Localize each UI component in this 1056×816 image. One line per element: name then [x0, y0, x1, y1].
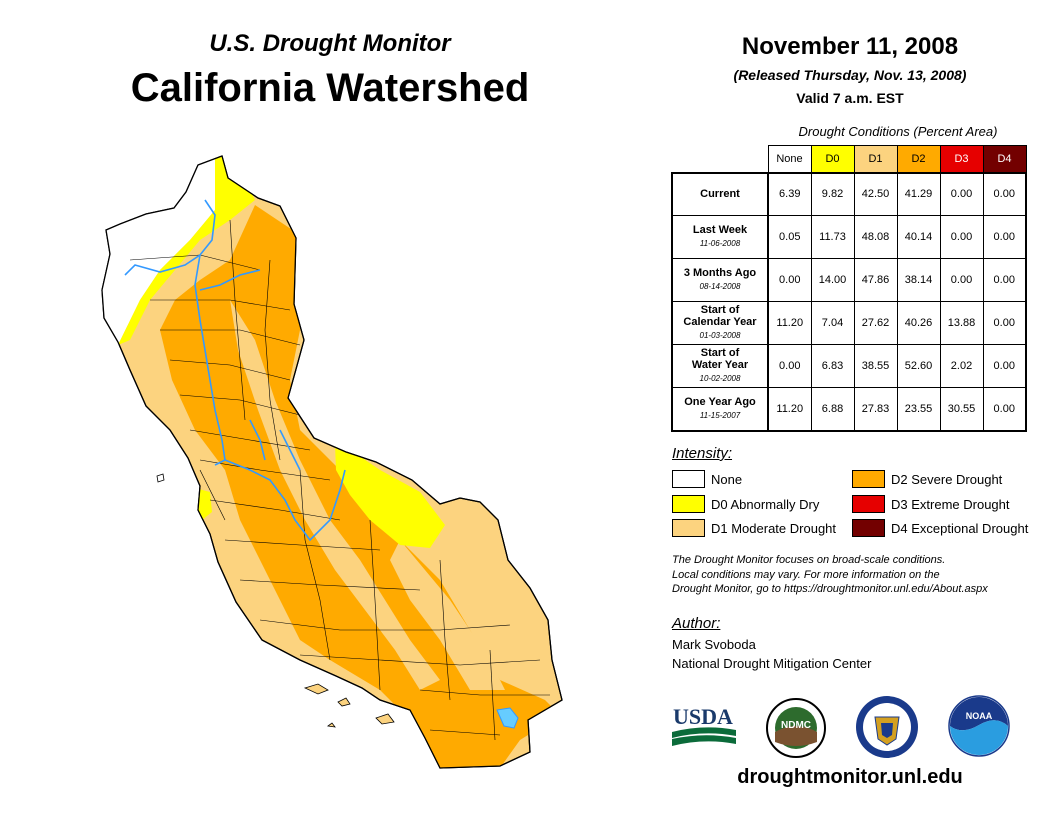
cell: 0.00	[982, 215, 1027, 259]
cell: 6.39	[767, 171, 812, 216]
legend-label: D4 Exceptional Drought	[891, 520, 1029, 536]
release-date: (Released Thursday, Nov. 13, 2008)	[733, 67, 967, 83]
cell: 6.88	[810, 387, 855, 432]
cell: 42.50	[853, 171, 898, 216]
cell: 40.26	[896, 301, 941, 345]
table-row: Start of Water Year 10-02-2008 0.00 6.83 3…	[671, 344, 1027, 388]
map-subtitle: U.S. Drought Monitor	[209, 30, 451, 57]
col-d3: D3	[939, 145, 984, 173]
legend-swatch	[672, 470, 705, 488]
row-label: 3 Months Ago 08-14-2008	[671, 258, 769, 302]
cell: 11.73	[810, 215, 855, 259]
cell: 9.82	[810, 171, 855, 216]
cell: 11.20	[767, 387, 812, 432]
legend-heading: Intensity:	[672, 445, 733, 462]
cell: 27.62	[853, 301, 898, 345]
cell: 7.04	[810, 301, 855, 345]
table-row: 3 Months Ago 08-14-2008 0.00 14.00 47.86 …	[671, 258, 1027, 302]
legend-item-d1: D1 Moderate Drought	[672, 519, 836, 537]
cell: 0.00	[939, 258, 984, 302]
cell: 30.55	[939, 387, 984, 432]
legend-item-d0: D0 Abnormally Dry	[672, 495, 819, 513]
legend-label: D0 Abnormally Dry	[711, 496, 820, 512]
cell: 41.29	[896, 171, 941, 216]
cell: 13.88	[939, 301, 984, 345]
cell: 11.20	[767, 301, 812, 345]
cell: 0.05	[767, 215, 812, 259]
row-label: Last Week 11-06-2008	[671, 215, 769, 259]
row-label: Start of Calendar Year 01-03-2008	[671, 301, 769, 345]
map-title: California Watershed	[130, 66, 530, 110]
cell: 14.00	[810, 258, 855, 302]
legend-item-d3: D3 Extreme Drought	[852, 495, 1010, 513]
legend-item-d2: D2 Severe Drought	[852, 470, 1002, 488]
table-row: One Year Ago 11-15-2007 11.20 6.88 27.83 …	[671, 387, 1027, 432]
legend-label: D3 Extreme Drought	[891, 496, 1010, 512]
legend-swatch	[672, 519, 705, 537]
row-label: One Year Ago 11-15-2007	[671, 387, 769, 432]
legend-swatch	[852, 519, 885, 537]
usda-logo: USDA	[672, 702, 736, 750]
disclaimer-note: The Drought Monitor focuses on broad-sca…	[672, 554, 988, 595]
table-header-row: None D0 D1 D2 D3 D4	[672, 145, 1027, 173]
valid-date: November 11, 2008	[741, 33, 959, 60]
cell: 23.55	[896, 387, 941, 432]
ndmc-logo: NDMC	[764, 698, 828, 758]
california-drought-map	[101, 155, 563, 769]
author-heading: Author:	[672, 615, 721, 632]
row-label: Start of Water Year 10-02-2008	[671, 344, 769, 388]
col-none: None	[767, 145, 812, 173]
cell: 48.08	[853, 215, 898, 259]
cell: 0.00	[939, 171, 984, 216]
cell: 40.14	[896, 215, 941, 259]
table-row: Current 6.39 9.82 42.50 41.29 0.00 0.00	[671, 171, 1027, 216]
cell: 0.00	[982, 171, 1027, 216]
cell: 0.00	[939, 215, 984, 259]
legend-label: D2 Severe Drought	[891, 471, 1003, 487]
cell: 27.83	[853, 387, 898, 432]
legend-label: None	[711, 471, 743, 487]
legend-swatch	[852, 470, 885, 488]
valid-time: Valid 7 a.m. EST	[796, 90, 904, 106]
legend-swatch	[672, 495, 705, 513]
cell: 0.00	[767, 344, 812, 388]
ndmc-logo-text: NDMC	[781, 720, 811, 731]
cell: 38.14	[896, 258, 941, 302]
noaa-logo-text: NOAA	[966, 711, 993, 721]
usda-logo-text: USDA	[673, 704, 733, 729]
legend-swatch	[852, 495, 885, 513]
cell: 0.00	[982, 258, 1027, 302]
cell: 0.00	[982, 301, 1027, 345]
author-name: Mark Svoboda	[672, 637, 756, 652]
col-d4: D4	[982, 145, 1027, 173]
legend-item-none: None	[672, 470, 742, 488]
header-blank	[672, 146, 768, 173]
cell: 6.83	[810, 344, 855, 388]
cell: 2.02	[939, 344, 984, 388]
col-d0: D0	[810, 145, 855, 173]
row-label: Current	[671, 171, 769, 216]
table-row: Start of Calendar Year 01-03-2008 11.20 7.…	[671, 301, 1027, 345]
col-d1: D1	[853, 145, 898, 173]
author-org: National Drought Mitigation Center	[672, 656, 872, 671]
website-url: droughtmonitor.unl.edu	[737, 766, 963, 788]
table-caption: Drought Conditions (Percent Area)	[798, 124, 998, 139]
commerce-seal	[854, 695, 920, 759]
cell: 47.86	[853, 258, 898, 302]
drought-conditions-table: None D0 D1 D2 D3 D4 Current 6.39 9.82 42…	[671, 145, 1027, 432]
col-d2: D2	[896, 145, 941, 173]
legend-label: D1 Moderate Drought	[711, 520, 837, 536]
cell: 0.00	[982, 344, 1027, 388]
cell: 0.00	[767, 258, 812, 302]
cell: 38.55	[853, 344, 898, 388]
table-row: Last Week 11-06-2008 0.05 11.73 48.08 40.…	[671, 215, 1027, 259]
noaa-logo: NOAA	[948, 695, 1010, 757]
legend-item-d4: D4 Exceptional Drought	[852, 519, 1028, 537]
cell: 52.60	[896, 344, 941, 388]
cell: 0.00	[982, 387, 1027, 432]
